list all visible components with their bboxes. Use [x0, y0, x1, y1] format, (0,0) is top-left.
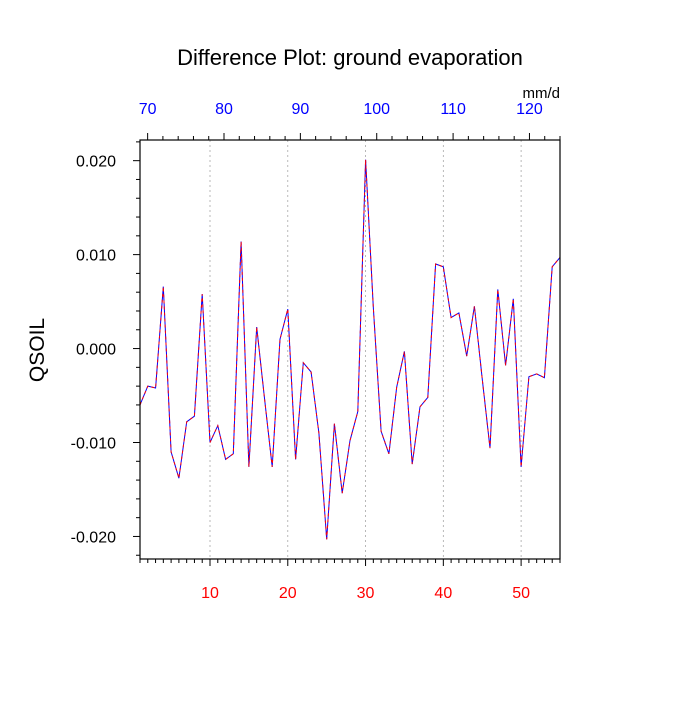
- top-tick-label: 110: [440, 101, 466, 118]
- x-tick-label: 10: [201, 585, 219, 602]
- top-tick-label: 70: [139, 101, 157, 118]
- units-label: mm/d: [523, 85, 561, 102]
- top-tick-label: 80: [215, 101, 233, 118]
- y-tick-label: 0.010: [76, 248, 116, 265]
- plot-frame: [139, 139, 561, 560]
- series-line-blue: [139, 159, 561, 540]
- x-tick-label: 30: [357, 585, 375, 602]
- axis-layer: 10 20 30 40 50 70 80 90 100 110 120 -0.020 -0.010 0.0…: [71, 101, 561, 602]
- chart-title: Difference Plot: ground evaporation: [177, 45, 523, 70]
- y-tick-label: 0.020: [76, 154, 116, 171]
- series-layer: [139, 159, 561, 540]
- x-tick-label: 20: [279, 585, 297, 602]
- x-tick-label: 40: [434, 585, 452, 602]
- top-tick-label: 90: [291, 101, 309, 118]
- y-tick-label: 0.000: [76, 342, 116, 359]
- top-tick-label: 120: [516, 101, 543, 118]
- top-tick-label: 100: [363, 101, 390, 118]
- grid-layer: [209, 140, 522, 559]
- x-tick-label: 50: [512, 585, 530, 602]
- y-axis-label: QSOIL: [26, 318, 49, 382]
- y-tick-label: -0.020: [71, 529, 116, 546]
- series-line-red: [139, 159, 561, 540]
- y-tick-label: -0.010: [71, 436, 116, 453]
